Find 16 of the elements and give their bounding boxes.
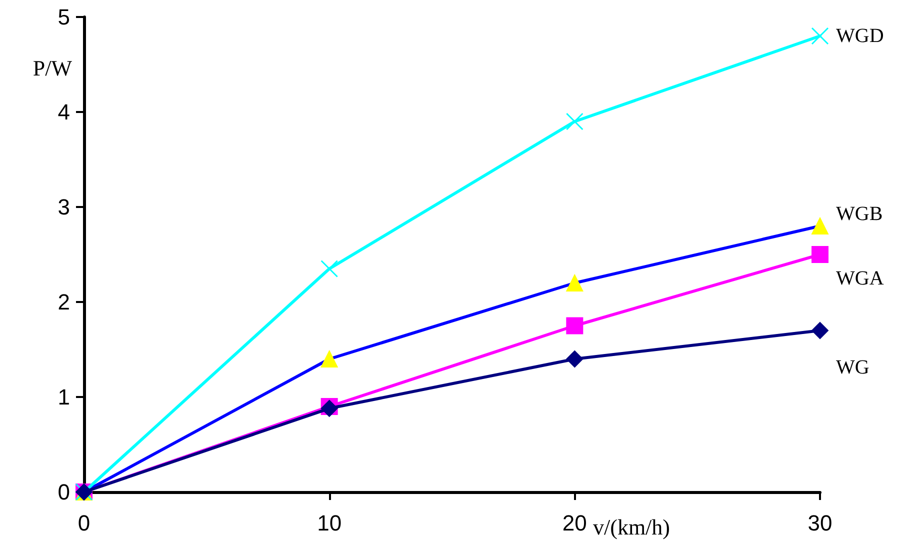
series-label: WGD [836, 25, 884, 47]
series-label: WGA [836, 268, 884, 290]
x-tick-label: 30 [808, 510, 832, 536]
series-label: WGB [836, 203, 883, 225]
y-axis-title: P/W [32, 56, 72, 80]
x-axis-title: v/(km/h) [593, 514, 670, 540]
x-tick-label: 0 [78, 510, 90, 536]
y-tick-label: 0 [58, 480, 70, 504]
x-tick-label: 10 [317, 510, 342, 536]
y-tick-label: 1 [58, 384, 70, 410]
x-tick-label: 20 [562, 510, 587, 536]
y-tick-label: 4 [58, 100, 70, 124]
y-tick-label: 2 [58, 290, 70, 314]
y-tick-label: 5 [58, 4, 70, 30]
y-tick-label: 3 [58, 194, 70, 220]
series-label: WG [836, 356, 870, 378]
